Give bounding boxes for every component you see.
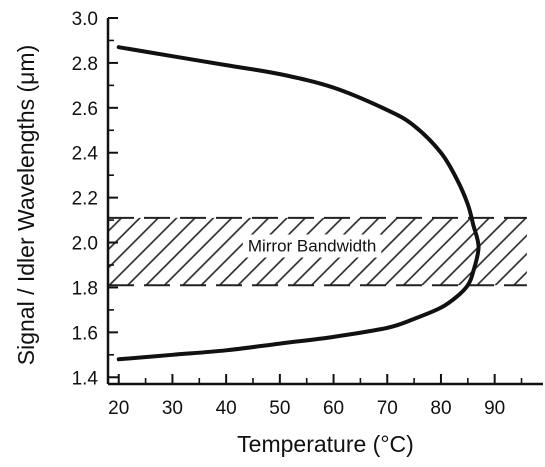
y-tick-label: 1.8 [72,278,98,299]
y-tick-label: 1.4 [72,368,99,389]
y-tick-label: 2.6 [72,99,98,120]
x-tick-label: 80 [430,398,451,419]
annotation-background [242,234,382,258]
x-axis-label: Temperature (°C) [237,431,414,457]
y-tick-label: 2.2 [72,189,98,210]
x-tick-label: 70 [377,398,398,419]
x-tick-label: 20 [108,398,129,419]
y-tick-label: 2.0 [72,234,98,255]
x-tick-label: 90 [484,398,505,419]
annotation-mirror-bandwidth: Mirror Bandwidth [248,237,377,256]
x-tick-label: 40 [216,398,237,419]
wavelength-curve [116,45,481,362]
x-tick-label: 30 [162,398,183,419]
axes-layer: 1.4 1.6 1.8 2.0 2.2 2.4 2.6 2.8 3.0 20 30 40 50 60 70 8… [72,9,543,419]
annotation-layer: Mirror Bandwidth [242,234,382,258]
series-layer [116,45,481,362]
y-axis-label: Signal / Idler Wavelengths (μm) [13,45,39,365]
x-tick-label: 60 [323,398,344,419]
x-tick-label: 50 [269,398,290,419]
y-tick-label: 1.6 [72,323,98,344]
y-tick-label: 2.8 [72,54,98,75]
y-tick-label: 3.0 [72,9,98,30]
y-tick-label: 2.4 [72,144,99,165]
